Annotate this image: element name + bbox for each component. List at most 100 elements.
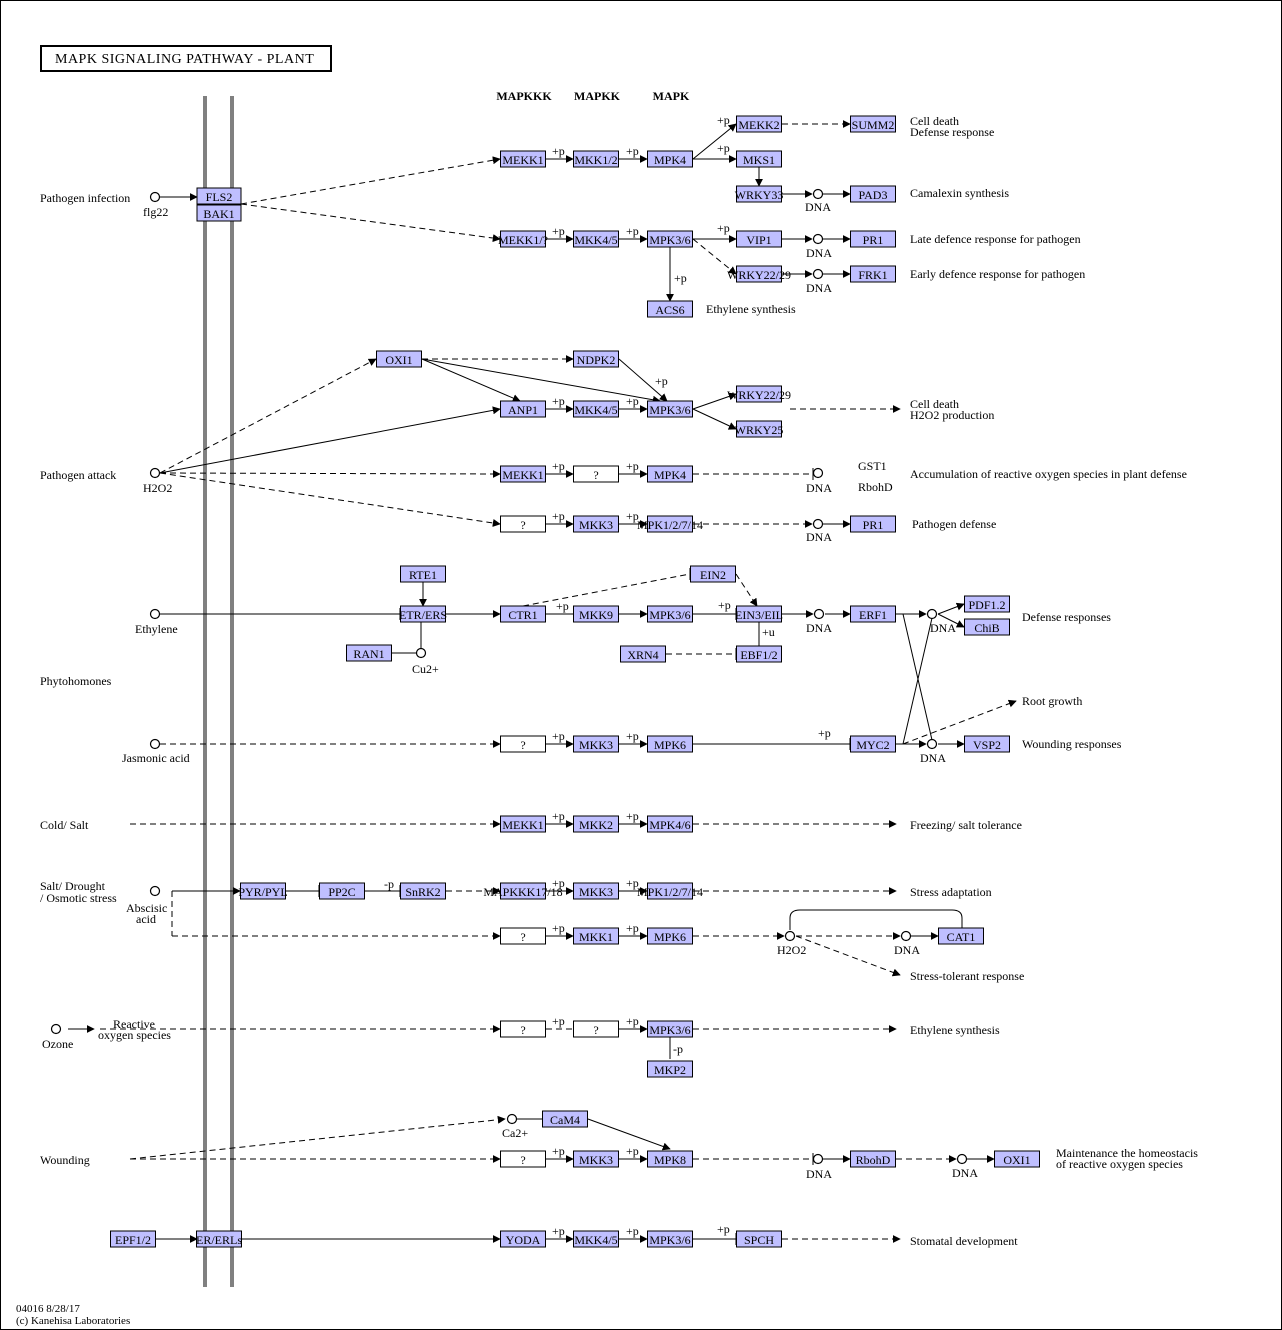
gene-unknown[interactable]: ? [500, 735, 546, 753]
gene-wrky22-29[interactable]: WRKY22/29 [727, 385, 791, 403]
gene-mkk3[interactable]: MKK3 [573, 1150, 619, 1168]
gene-mpk4[interactable]: MPK4 [647, 465, 693, 483]
gene-mkk4-5[interactable]: MKK4/5 [573, 400, 619, 418]
gene-mekk1[interactable]: MEKK1 [500, 150, 546, 168]
compound-node[interactable] [149, 738, 161, 750]
gene-mkk4-5[interactable]: MKK4/5 [573, 1230, 619, 1248]
gene-mkk1-2[interactable]: MKK1/2 [573, 150, 619, 168]
gene-oxi1[interactable]: OXI1 [994, 1150, 1040, 1168]
compound-node[interactable] [149, 467, 161, 479]
gene-ebf1-2[interactable]: EBF1/2 [736, 645, 782, 663]
gene-epf1-2[interactable]: EPF1/2 [110, 1230, 156, 1248]
gene-mpk4[interactable]: MPK4 [647, 150, 693, 168]
compound-node[interactable] [812, 467, 824, 479]
gene-mkk3[interactable]: MKK3 [573, 735, 619, 753]
gene-mpk1-2-7-14[interactable]: MPK1/2/7/14 [637, 515, 703, 533]
compound-node[interactable] [149, 885, 161, 897]
gene-mpk6[interactable]: MPK6 [647, 735, 693, 753]
gene-mapkkk17-18[interactable]: MAPKKK17/18 [483, 882, 563, 900]
gene-er-erls[interactable]: ER/ERLs [196, 1230, 242, 1248]
gene-erf1[interactable]: ERF1 [850, 605, 896, 623]
gene-unknown[interactable]: ? [500, 927, 546, 945]
gene-mkk2[interactable]: MKK2 [573, 815, 619, 833]
gene-unknown[interactable]: ? [500, 1020, 546, 1038]
compound-node[interactable] [506, 1113, 518, 1125]
compound-node[interactable] [813, 608, 825, 620]
gene-wrky33[interactable]: WRKY33 [735, 185, 784, 203]
gene-mpk8[interactable]: MPK8 [647, 1150, 693, 1168]
gene-xrn4[interactable]: XRN4 [620, 645, 666, 663]
gene-mekk1[interactable]: MEKK1 [500, 815, 546, 833]
compound-node[interactable] [926, 738, 938, 750]
gene-unknown[interactable]: ? [573, 1020, 619, 1038]
gene-mkk3[interactable]: MKK3 [573, 515, 619, 533]
gene-mekk1[interactable]: MEKK1/? [498, 230, 548, 248]
gene-label: ANP1 [508, 403, 538, 417]
compound-node[interactable] [812, 518, 824, 530]
gene-myc2[interactable]: MYC2 [850, 735, 896, 753]
compound-node[interactable] [812, 233, 824, 245]
compound-node[interactable] [812, 188, 824, 200]
gene-unknown[interactable]: ? [500, 515, 546, 533]
gene-ctr1[interactable]: CTR1 [500, 605, 546, 623]
gene-summ2[interactable]: SUMM2 [850, 115, 896, 133]
gene-mkk3[interactable]: MKK3 [573, 882, 619, 900]
gene-yoda[interactable]: YODA [500, 1230, 546, 1248]
compound-node[interactable] [926, 608, 938, 620]
compound-node[interactable] [956, 1153, 968, 1165]
gene-pr1[interactable]: PR1 [850, 515, 896, 533]
gene-mkp2[interactable]: MKP2 [647, 1060, 693, 1078]
gene-mekk2[interactable]: MEKK2 [736, 115, 782, 133]
compound-node[interactable] [812, 268, 824, 280]
gene-unknown[interactable]: ? [573, 465, 619, 483]
gene-mkk4-5[interactable]: MKK4/5 [573, 230, 619, 248]
gene-wrky22-29[interactable]: WRKY22/29 [727, 265, 791, 283]
gene-mpk6[interactable]: MPK6 [647, 927, 693, 945]
gene-mpk3-6[interactable]: MPK3/6 [647, 605, 693, 623]
compound-node[interactable] [415, 647, 427, 659]
gene-anp1[interactable]: ANP1 [500, 400, 546, 418]
gene-mpk1-2-7-14[interactable]: MPK1/2/7/14 [637, 882, 703, 900]
gene-rbohd[interactable]: RbohD [850, 1150, 896, 1168]
gene-snrk2[interactable]: SnRK2 [400, 882, 446, 900]
gene-acs6[interactable]: ACS6 [647, 300, 693, 318]
gene-unknown[interactable]: ? [500, 1150, 546, 1168]
gene-wrky25[interactable]: WRKY25 [735, 420, 784, 438]
gene-fls2[interactable]: FLS2 [196, 187, 242, 205]
gene-mks1[interactable]: MKS1 [736, 150, 782, 168]
compound-node[interactable] [900, 930, 912, 942]
gene-mkk9[interactable]: MKK9 [573, 605, 619, 623]
gene-pp2c[interactable]: PP2C [319, 882, 365, 900]
compound-node[interactable] [149, 608, 161, 620]
gene-pyr-pyl[interactable]: PYR/PYL [238, 882, 288, 900]
compound-node[interactable] [149, 191, 161, 203]
gene-mekk1[interactable]: MEKK1 [500, 465, 546, 483]
compound-node[interactable] [784, 930, 796, 942]
gene-spch[interactable]: SPCH [736, 1230, 782, 1248]
gene-ein2[interactable]: EIN2 [690, 565, 736, 583]
gene-mkk1[interactable]: MKK1 [573, 927, 619, 945]
gene-ein3-eil[interactable]: EIN3/EIL [735, 605, 783, 623]
gene-cat1[interactable]: CAT1 [938, 927, 984, 945]
gene-rte1[interactable]: RTE1 [400, 565, 446, 583]
gene-vsp2[interactable]: VSP2 [964, 735, 1010, 753]
gene-cam4[interactable]: CaM4 [542, 1110, 588, 1128]
gene-vip1[interactable]: VIP1 [736, 230, 782, 248]
gene-mpk4-6[interactable]: MPK4/6 [647, 815, 693, 833]
gene-ndpk2[interactable]: NDPK2 [573, 350, 619, 368]
gene-pr1[interactable]: PR1 [850, 230, 896, 248]
gene-mpk3-6[interactable]: MPK3/6 [647, 1020, 693, 1038]
gene-mpk3-6[interactable]: MPK3/6 [647, 230, 693, 248]
gene-mpk3-6[interactable]: MPK3/6 [647, 400, 693, 418]
gene-bak1[interactable]: BAK1 [196, 204, 242, 222]
gene-pdf1-2[interactable]: PDF1.2 [964, 595, 1010, 613]
gene-mpk3-6[interactable]: MPK3/6 [647, 1230, 693, 1248]
gene-pad3[interactable]: PAD3 [850, 185, 896, 203]
gene-frk1[interactable]: FRK1 [850, 265, 896, 283]
gene-chib[interactable]: ChiB [964, 618, 1010, 636]
compound-node[interactable] [50, 1023, 62, 1035]
gene-ran1[interactable]: RAN1 [346, 644, 392, 662]
gene-etr-ers[interactable]: ETR/ERS [399, 605, 447, 623]
compound-node[interactable] [812, 1153, 824, 1165]
gene-oxi1[interactable]: OXI1 [376, 350, 422, 368]
